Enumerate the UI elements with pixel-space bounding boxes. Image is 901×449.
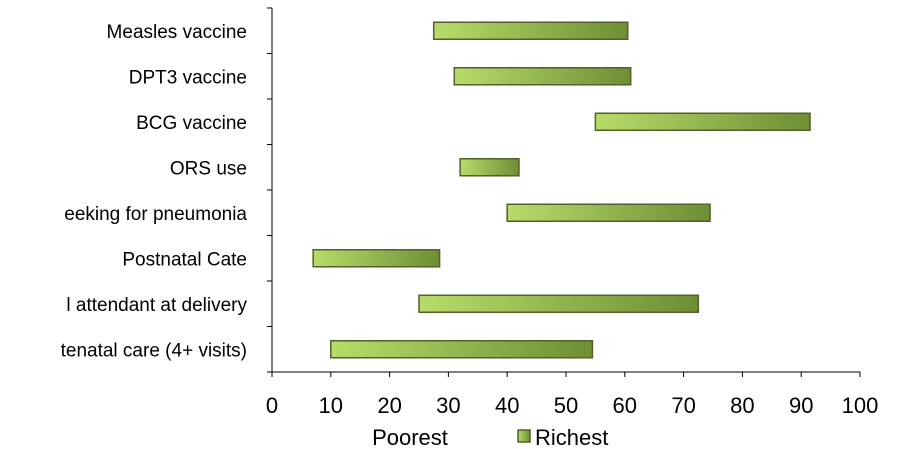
category-label: BCG vaccine xyxy=(136,113,247,134)
range-bar xyxy=(330,340,594,359)
range-bar xyxy=(506,203,711,222)
range-bar xyxy=(453,67,632,86)
axes xyxy=(267,7,861,377)
x-tick-label: 40 xyxy=(495,393,519,418)
legend-richest-swatch xyxy=(517,429,531,443)
range-bar xyxy=(418,294,700,313)
range-bar xyxy=(459,158,520,177)
x-tick-label: 80 xyxy=(730,393,754,418)
bars xyxy=(312,21,811,359)
category-labels: Measles vaccine DPT3 vaccine BCG vaccine OR… xyxy=(61,22,248,362)
x-tick-label: 30 xyxy=(436,393,460,418)
range-bar xyxy=(312,249,441,268)
category-label: Measles vaccine xyxy=(107,22,247,43)
x-tick-labels: 0 10 20 30 40 50 60 70 80 90 100 xyxy=(266,393,878,418)
category-label: l attendant at delivery xyxy=(66,295,247,316)
x-tick-label: 10 xyxy=(319,393,343,418)
x-tick-label: 70 xyxy=(671,393,695,418)
legend-poorest-label: Poorest xyxy=(372,425,448,449)
legend-richest-label: Richest xyxy=(535,425,608,449)
range-bar xyxy=(594,112,811,131)
legend: Poorest Richest xyxy=(372,425,608,449)
category-label: ORS use xyxy=(170,158,247,179)
x-tick-label: 60 xyxy=(613,393,637,418)
x-tick-label: 50 xyxy=(554,393,578,418)
x-tick-label: 90 xyxy=(789,393,813,418)
x-tick-label: 20 xyxy=(377,393,401,418)
category-label: eeking for pneumonia xyxy=(64,204,247,225)
category-label: tenatal care (4+ visits) xyxy=(61,340,247,361)
range-bar xyxy=(432,21,629,40)
x-tick-label: 100 xyxy=(842,393,879,418)
x-tick-label: 0 xyxy=(266,393,278,418)
category-label: Postnatal Cate xyxy=(122,249,247,270)
category-label: DPT3 vaccine xyxy=(129,67,247,88)
